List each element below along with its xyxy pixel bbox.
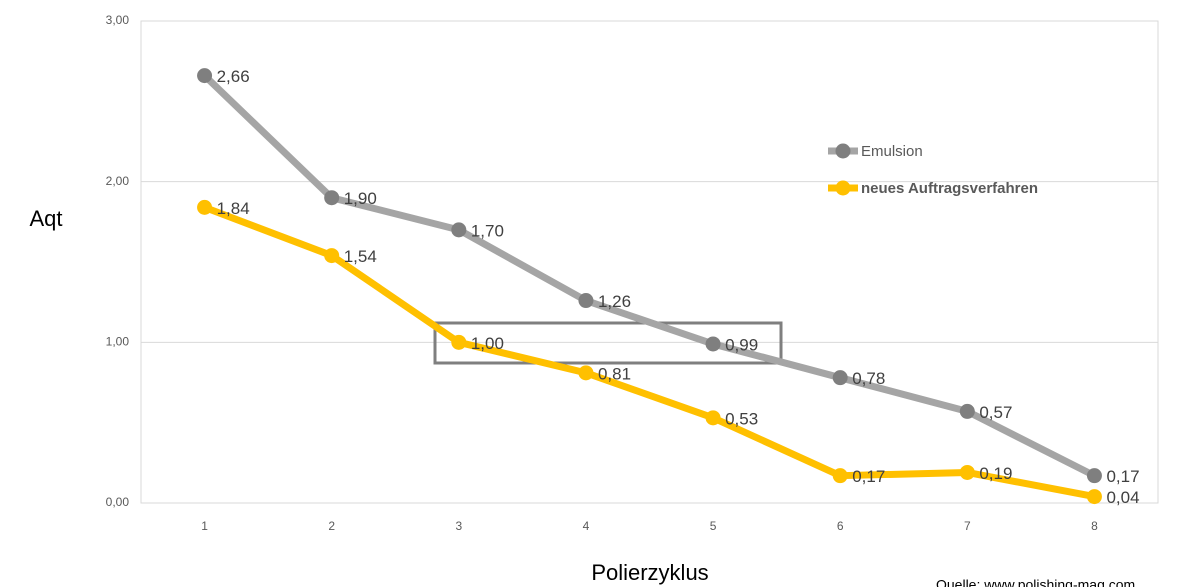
data-label: 1,26 [598, 292, 631, 311]
marker [451, 334, 467, 350]
data-label: 1,90 [344, 189, 377, 208]
marker [324, 190, 340, 206]
data-label: 2,66 [217, 67, 250, 86]
x-tick-label: 5 [710, 519, 717, 533]
data-label: 1,70 [471, 221, 504, 240]
marker [578, 293, 594, 309]
marker [832, 468, 848, 484]
y-tick-label: 1,00 [106, 335, 130, 349]
marker [324, 248, 340, 264]
data-label: 1,00 [471, 334, 504, 353]
data-label: 0,19 [979, 464, 1012, 483]
marker [705, 410, 721, 426]
x-tick-label: 7 [964, 519, 971, 533]
data-label: 0,78 [852, 369, 885, 388]
x-tick-label: 1 [201, 519, 208, 533]
x-tick-label: 4 [583, 519, 590, 533]
x-axis-label: Polierzyklus [591, 560, 708, 585]
data-label: 0,17 [1106, 467, 1139, 486]
data-label: 0,81 [598, 364, 631, 383]
data-label: 0,17 [852, 467, 885, 486]
y-axis-label: Aqt [29, 206, 62, 231]
y-tick-label: 3,00 [106, 13, 130, 27]
data-label: 0,57 [979, 403, 1012, 422]
series-line [203, 204, 1096, 501]
marker [578, 365, 594, 381]
data-label: 0,99 [725, 335, 758, 354]
highlight-box [433, 321, 783, 365]
data-label: 0,04 [1106, 488, 1139, 507]
series-line [202, 73, 1097, 479]
marker [959, 464, 975, 480]
marker [832, 370, 848, 386]
x-tick-label: 3 [455, 519, 462, 533]
data-label: 1,54 [344, 247, 377, 266]
marker [959, 403, 975, 419]
x-tick-label: 2 [328, 519, 335, 533]
data-label: 0,53 [725, 409, 758, 428]
marker [705, 336, 721, 352]
x-tick-label: 6 [837, 519, 844, 533]
x-tick-label: 8 [1091, 519, 1098, 533]
y-tick-label: 0,00 [106, 495, 130, 509]
legend-label: neues Auftragsverfahren [861, 180, 1038, 197]
data-label: 1,84 [217, 199, 250, 218]
marker [1086, 468, 1102, 484]
source-note: Quelle: www.polishing-mag.com [936, 577, 1135, 587]
y-tick-label: 2,00 [106, 174, 130, 188]
legend-marker [835, 143, 851, 159]
legend-label: Emulsion [861, 143, 923, 160]
marker [451, 222, 467, 238]
marker [197, 68, 213, 84]
marker [197, 199, 213, 215]
legend-marker [835, 180, 851, 196]
marker [1086, 489, 1102, 505]
